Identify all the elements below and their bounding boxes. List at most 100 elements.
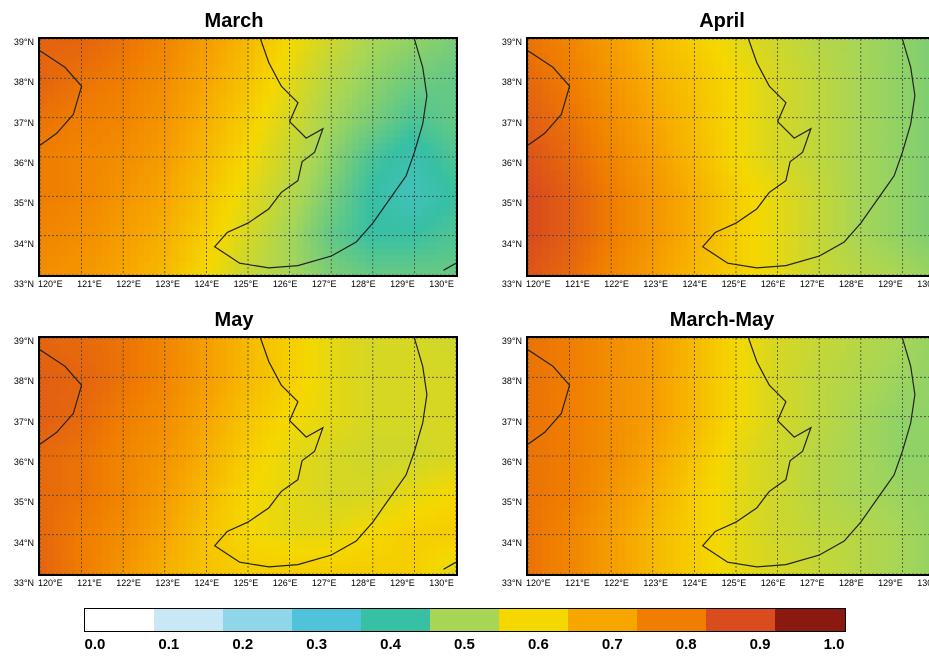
y-tick-label: 37°N bbox=[498, 118, 522, 128]
x-tick-label: 124°E bbox=[195, 578, 220, 588]
colorbar-swatch bbox=[706, 609, 775, 631]
x-tick-label: 122°E bbox=[116, 279, 141, 289]
y-tick-label: 38°N bbox=[498, 376, 522, 386]
colorbar-label: 0.7 bbox=[602, 636, 623, 653]
colorbar-label: 0.2 bbox=[232, 636, 253, 653]
x-tick-label: 126°E bbox=[761, 279, 786, 289]
colorbar-swatch bbox=[499, 609, 568, 631]
colorbar-label: 0.6 bbox=[528, 636, 549, 653]
colorbar-label: 0.1 bbox=[158, 636, 179, 653]
y-tick-label: 36°N bbox=[10, 457, 34, 467]
x-tick-label: 124°E bbox=[683, 578, 708, 588]
colorbar-swatch bbox=[361, 609, 430, 631]
y-tick-label: 34°N bbox=[498, 239, 522, 249]
x-tick-label: 127°E bbox=[800, 578, 825, 588]
panel-marchmay: March-May 39°N38°N37°N36°N35°N34°N33°N 1… bbox=[498, 309, 929, 588]
x-tick-label: 123°E bbox=[643, 578, 668, 588]
y-tick-label: 34°N bbox=[10, 538, 34, 548]
x-tick-label: 120°E bbox=[526, 279, 551, 289]
x-tick-label: 121°E bbox=[77, 578, 102, 588]
x-tick-label: 125°E bbox=[722, 578, 747, 588]
y-tick-label: 33°N bbox=[498, 279, 522, 289]
y-tick-label: 38°N bbox=[10, 376, 34, 386]
x-tick-label: 121°E bbox=[77, 279, 102, 289]
y-tick-label: 39°N bbox=[10, 37, 34, 47]
y-axis-ticks: 39°N 38°N 37°N 36°N 35°N 34°N 33°N bbox=[10, 336, 34, 588]
y-tick-label: 34°N bbox=[498, 538, 522, 548]
x-axis-ticks: 120°E 121°E 122°E 123°E 124°E 125°E 126°E 127°E… bbox=[526, 279, 929, 289]
y-axis-ticks: 39°N38°N37°N36°N35°N34°N33°N bbox=[10, 37, 34, 289]
panel-march: March 39°N38°N37°N36°N35°N34°N33°N 120°E… bbox=[10, 10, 458, 289]
y-tick-label: 36°N bbox=[498, 158, 522, 168]
x-tick-label: 129°E bbox=[878, 578, 903, 588]
x-tick-label: 125°E bbox=[234, 578, 259, 588]
x-tick-label: 120°E bbox=[38, 578, 63, 588]
x-tick-label: 124°E bbox=[683, 279, 708, 289]
y-tick-label: 35°N bbox=[498, 198, 522, 208]
colorbar-swatch bbox=[430, 609, 499, 631]
x-tick-label: 127°E bbox=[312, 279, 337, 289]
y-tick-label: 37°N bbox=[10, 118, 34, 128]
y-tick-label: 38°N bbox=[498, 77, 522, 87]
x-tick-label: 127°E bbox=[312, 578, 337, 588]
heatmap bbox=[526, 37, 929, 277]
x-tick-label: 121°E bbox=[565, 279, 590, 289]
x-tick-label: 126°E bbox=[761, 578, 786, 588]
y-tick-label: 33°N bbox=[498, 578, 522, 588]
panel-may: May 39°N 38°N 37°N 36°N 35°N 34°N 33°N 120°E 12… bbox=[10, 309, 458, 588]
x-axis-ticks: 120°E121°E122°E123°E124°E125°E126°E127°E… bbox=[38, 578, 454, 588]
colorbar: 0.00.10.20.30.40.50.60.70.80.91.0 bbox=[10, 608, 919, 653]
x-tick-label: 125°E bbox=[722, 279, 747, 289]
colorbar-label: 0.8 bbox=[676, 636, 697, 653]
colorbar-swatch bbox=[775, 609, 844, 631]
y-tick-label: 39°N bbox=[10, 336, 34, 346]
x-tick-label: 130°E bbox=[429, 279, 454, 289]
x-axis-ticks: 120°E121°E122°E123°E124°E125°E126°E127°E… bbox=[38, 279, 454, 289]
x-tick-label: 121°E bbox=[565, 578, 590, 588]
x-tick-label: 128°E bbox=[351, 578, 376, 588]
x-axis-ticks: 120°E 121°E 122°E 123°E 124°E 125°E 126°E 127°E… bbox=[526, 578, 929, 588]
y-tick-label: 38°N bbox=[10, 77, 34, 87]
y-tick-label: 35°N bbox=[10, 497, 34, 507]
x-tick-label: 120°E bbox=[526, 578, 551, 588]
y-tick-label: 37°N bbox=[498, 417, 522, 427]
heatmap bbox=[38, 336, 458, 576]
x-tick-label: 128°E bbox=[839, 578, 864, 588]
panel-title: March bbox=[10, 10, 458, 33]
heatmap bbox=[526, 336, 929, 576]
x-tick-label: 128°E bbox=[351, 279, 376, 289]
colorbar-label: 0.5 bbox=[454, 636, 475, 653]
panel-title: April bbox=[498, 10, 929, 33]
colorbar-swatch bbox=[637, 609, 706, 631]
panel-title: May bbox=[10, 309, 458, 332]
colorbar-label: 0.4 bbox=[380, 636, 401, 653]
x-tick-label: 129°E bbox=[390, 279, 415, 289]
panel-april: April 39°N 38°N 37°N 36°N 35°N 34°N 33°N 120°E… bbox=[498, 10, 929, 289]
panel-title: March-May bbox=[498, 309, 929, 332]
colorbar-swatch bbox=[568, 609, 637, 631]
x-tick-label: 125°E bbox=[234, 279, 259, 289]
y-tick-label: 35°N bbox=[10, 198, 34, 208]
x-tick-label: 122°E bbox=[116, 578, 141, 588]
x-tick-label: 128°E bbox=[839, 279, 864, 289]
y-axis-ticks: 39°N38°N37°N36°N35°N34°N33°N bbox=[498, 336, 522, 588]
colorbar-label: 0.3 bbox=[306, 636, 327, 653]
x-tick-label: 120°E bbox=[38, 279, 63, 289]
y-tick-label: 34°N bbox=[10, 239, 34, 249]
y-tick-label: 37°N bbox=[10, 417, 34, 427]
heatmap bbox=[38, 37, 458, 277]
y-tick-label: 33°N bbox=[10, 279, 34, 289]
y-tick-label: 33°N bbox=[10, 578, 34, 588]
x-tick-label: 123°E bbox=[155, 578, 180, 588]
x-tick-label: 127°E bbox=[800, 279, 825, 289]
colorbar-swatch bbox=[154, 609, 223, 631]
x-tick-label: 122°E bbox=[604, 578, 629, 588]
y-tick-label: 39°N bbox=[498, 37, 522, 47]
colorbar-label: 0.9 bbox=[750, 636, 771, 653]
x-tick-label: 130°E bbox=[917, 279, 929, 289]
panel-grid: March 39°N 38°N 37°N 36°N 35°N 34°N 33°N 120°E… bbox=[10, 10, 919, 588]
x-tick-label: 123°E bbox=[643, 279, 668, 289]
x-tick-label: 129°E bbox=[390, 578, 415, 588]
x-tick-label: 130°E bbox=[429, 578, 454, 588]
x-tick-label: 122°E bbox=[604, 279, 629, 289]
